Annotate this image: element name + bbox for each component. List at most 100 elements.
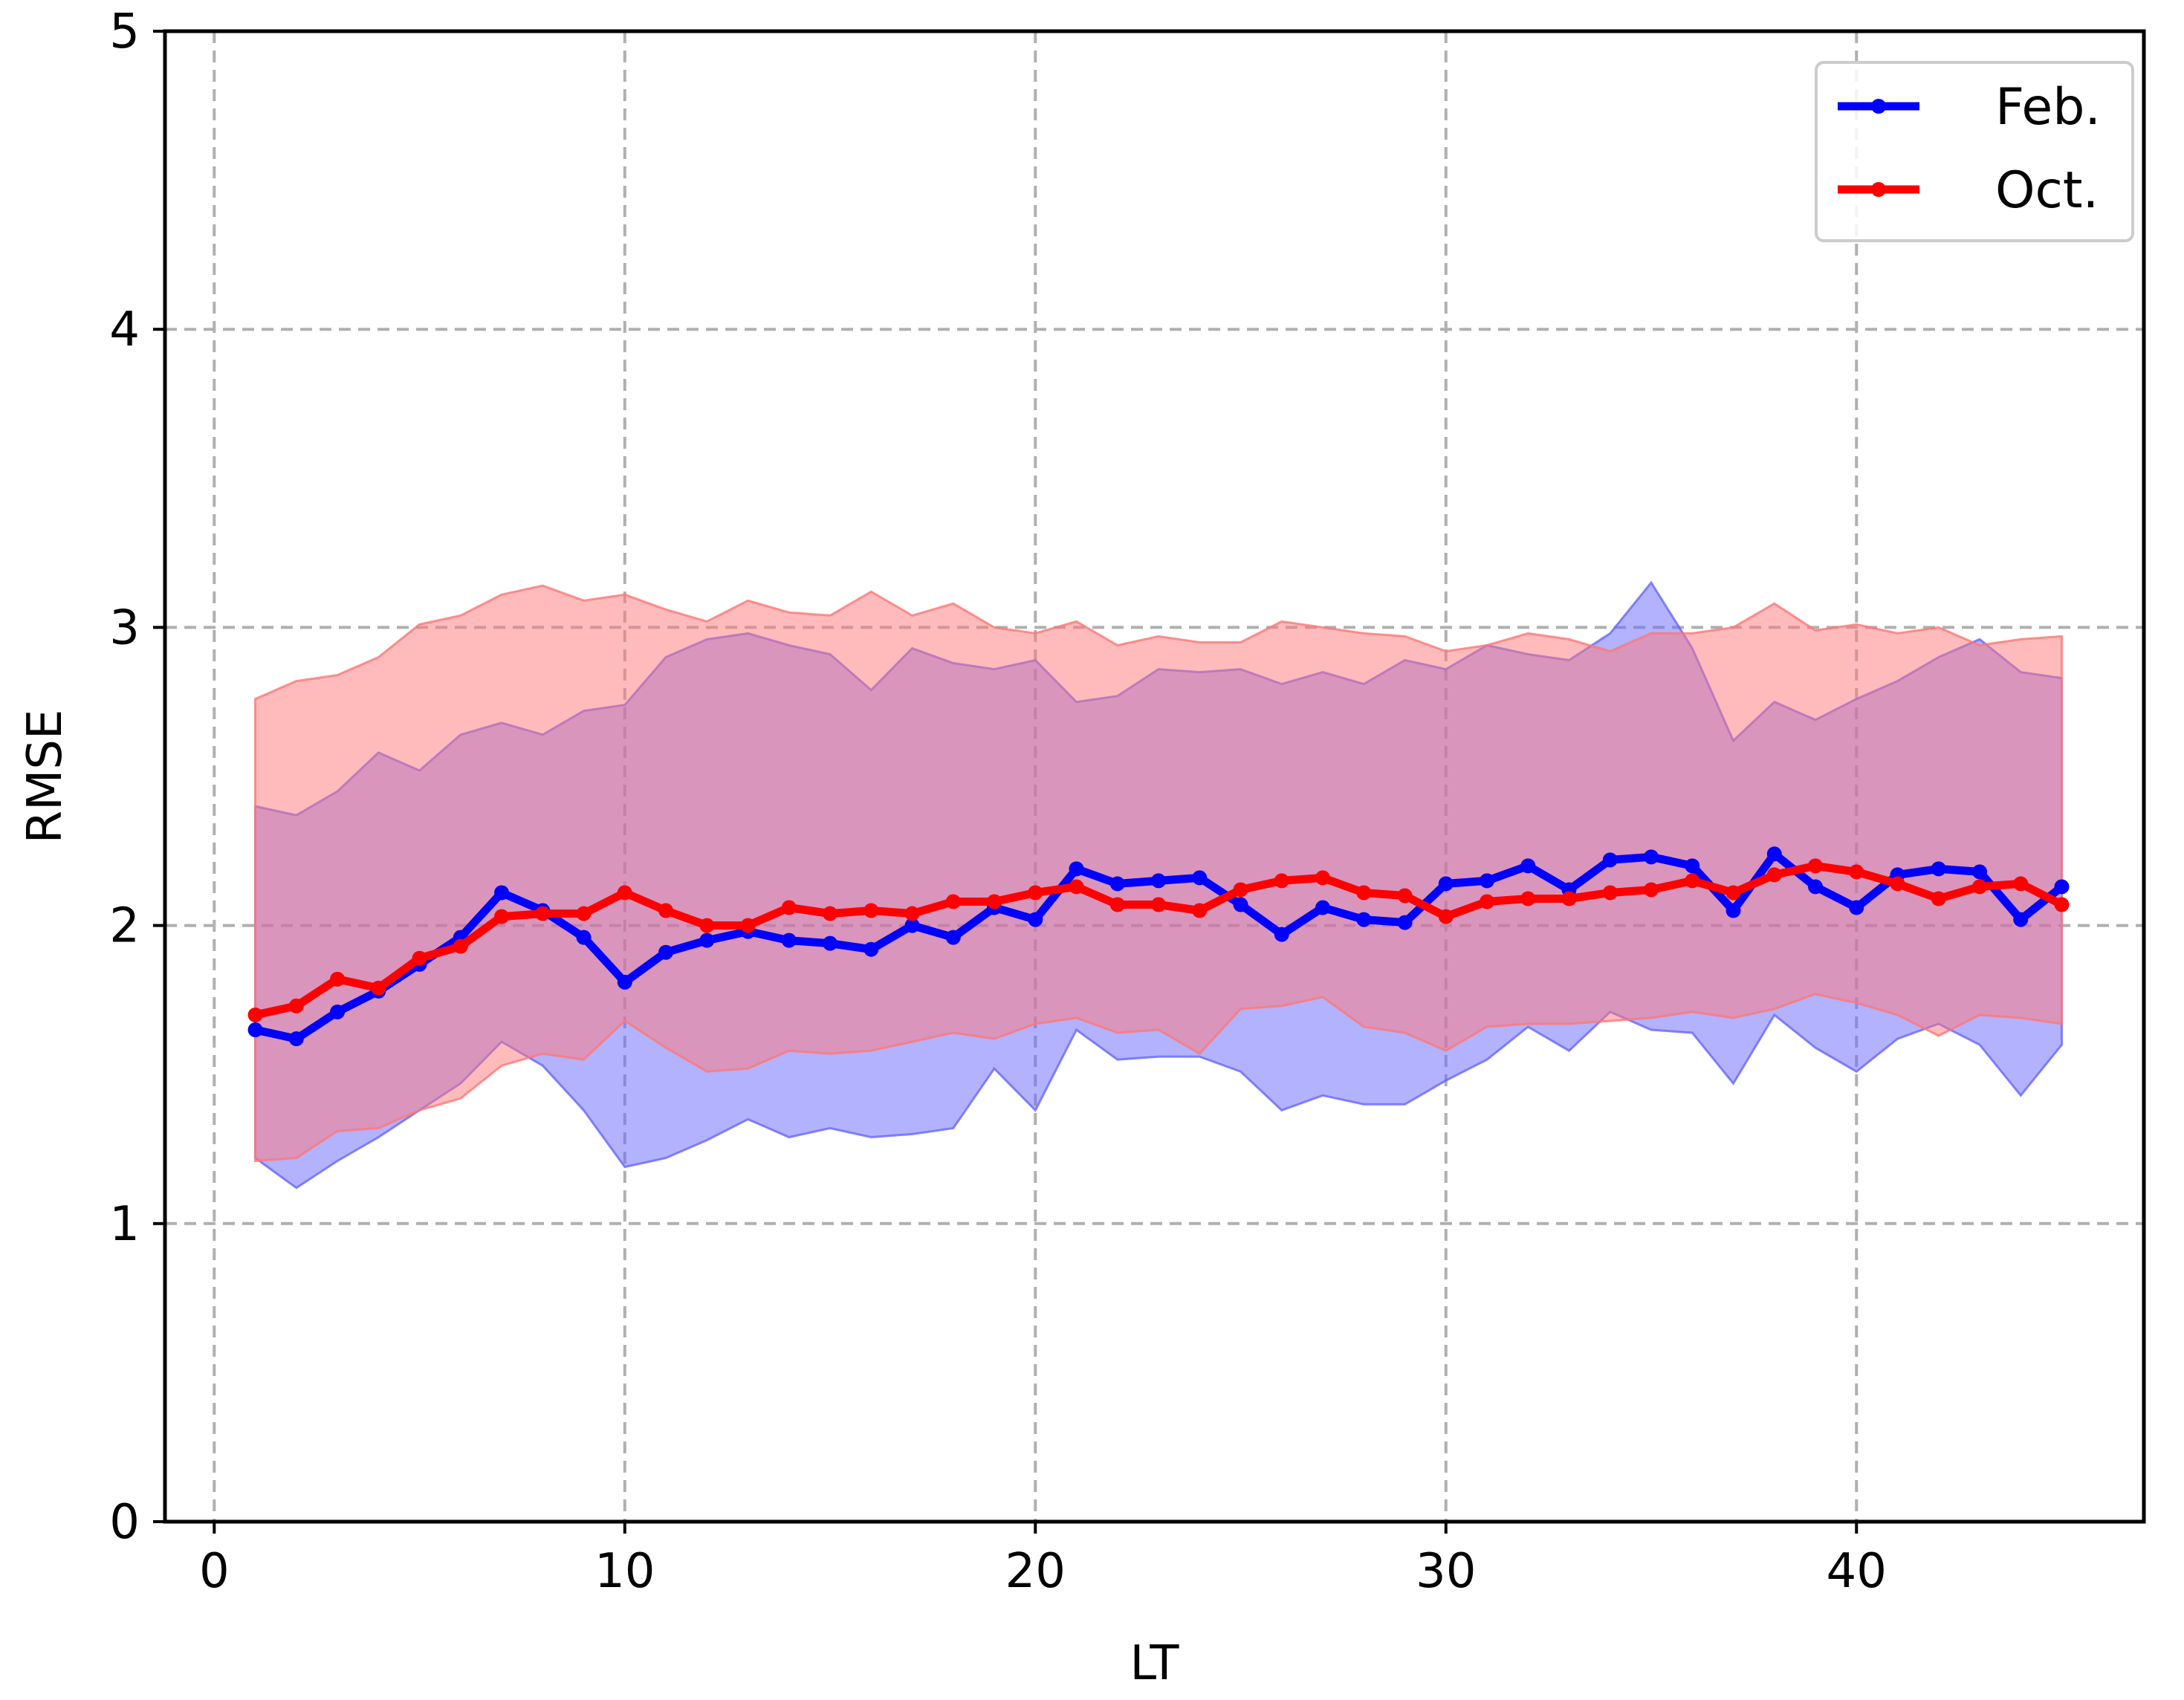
data-point-oct xyxy=(1480,894,1495,909)
data-point-feb xyxy=(1356,912,1372,927)
data-point-oct xyxy=(781,900,797,915)
data-point-feb xyxy=(1192,870,1208,886)
data-point-oct xyxy=(1972,879,1988,895)
plot-frame xyxy=(163,29,2146,1524)
data-point-feb xyxy=(576,930,592,945)
data-point-oct xyxy=(987,894,1002,909)
data-point-oct xyxy=(1233,882,1248,898)
legend-marker-oct xyxy=(1871,182,1886,197)
data-point-oct xyxy=(2013,876,2029,892)
data-point-feb xyxy=(494,885,510,901)
data-point-oct xyxy=(863,903,879,918)
x-axis-label: LT xyxy=(1130,1636,1180,1691)
data-point-feb xyxy=(1766,846,1782,862)
legend: Feb. Oct. xyxy=(1815,61,2134,242)
legend-label-oct: Oct. xyxy=(1995,161,2099,220)
data-point-oct xyxy=(576,906,592,921)
data-point-oct xyxy=(1315,870,1331,886)
data-point-oct xyxy=(288,998,304,1013)
data-point-oct xyxy=(740,918,756,933)
data-point-feb xyxy=(1274,927,1289,942)
data-point-oct xyxy=(945,894,961,909)
data-point-oct xyxy=(1192,903,1208,918)
axes xyxy=(163,29,2146,1524)
data-point-oct xyxy=(699,918,715,933)
x-tick-label: 20 xyxy=(1005,1544,1066,1599)
data-point-feb xyxy=(1726,903,1741,918)
data-point-feb xyxy=(1931,861,1946,877)
data-point-feb xyxy=(1151,873,1167,889)
data-point-oct xyxy=(412,950,427,966)
data-point-oct xyxy=(1069,879,1084,895)
data-point-feb xyxy=(247,1022,263,1038)
data-point-oct xyxy=(2054,897,2070,912)
data-point-feb xyxy=(863,941,879,957)
data-point-feb xyxy=(1480,873,1495,889)
data-point-oct xyxy=(247,1007,263,1022)
data-point-feb xyxy=(288,1031,304,1047)
data-point-feb xyxy=(1849,900,1864,915)
x-tick-label: 10 xyxy=(594,1544,655,1599)
data-point-oct xyxy=(1931,891,1946,906)
data-point-feb xyxy=(945,930,961,945)
y-tick-label: 1 xyxy=(109,1197,140,1252)
data-point-feb xyxy=(699,932,715,948)
data-point-feb xyxy=(2013,912,2029,927)
x-tick-label: 40 xyxy=(1827,1544,1887,1599)
data-point-oct xyxy=(1520,891,1536,906)
legend-label-feb: Feb. xyxy=(1995,78,2101,137)
data-point-oct xyxy=(904,906,920,921)
y-tick-label: 2 xyxy=(109,899,140,954)
data-point-feb xyxy=(1520,858,1536,874)
y-tick-label: 3 xyxy=(109,600,140,655)
data-point-feb xyxy=(617,974,632,990)
tick-labels: 0 10 20 30 40 0 1 2 3 4 5 xyxy=(109,4,1887,1599)
data-point-oct xyxy=(1561,891,1577,906)
data-point-feb xyxy=(1109,876,1125,892)
data-point-oct xyxy=(1151,897,1167,912)
data-point-oct xyxy=(1890,876,1905,892)
data-point-feb xyxy=(1028,912,1043,927)
data-point-feb xyxy=(1438,876,1454,892)
series-lines xyxy=(247,846,2070,1047)
legend-marker-feb xyxy=(1871,99,1886,114)
data-point-oct xyxy=(494,909,510,924)
data-point-feb xyxy=(1644,849,1659,865)
data-point-feb xyxy=(1315,900,1331,915)
data-point-oct xyxy=(658,903,674,918)
data-point-feb xyxy=(1397,915,1413,930)
y-tick-label: 0 xyxy=(109,1495,140,1550)
data-point-feb xyxy=(904,918,920,933)
data-point-oct xyxy=(823,906,838,921)
data-point-oct xyxy=(1438,909,1454,924)
data-point-oct xyxy=(535,906,551,921)
data-point-feb xyxy=(1808,879,1824,895)
data-point-oct xyxy=(1808,858,1824,874)
data-point-oct xyxy=(330,971,346,987)
data-point-feb xyxy=(1233,897,1248,912)
data-point-feb xyxy=(2054,879,2070,895)
data-point-oct xyxy=(371,980,386,996)
data-point-oct xyxy=(1274,873,1289,889)
data-point-oct xyxy=(1356,885,1372,901)
y-tick-label: 4 xyxy=(109,302,140,357)
data-point-oct xyxy=(1685,873,1700,889)
data-point-oct xyxy=(1028,885,1043,901)
data-point-oct xyxy=(1109,897,1125,912)
data-point-oct xyxy=(1397,888,1413,903)
data-point-feb xyxy=(1972,864,1988,880)
x-tick-label: 30 xyxy=(1416,1544,1476,1599)
data-point-oct xyxy=(1602,885,1618,901)
x-tick-label: 0 xyxy=(199,1544,230,1599)
data-point-feb xyxy=(658,944,674,960)
data-point-oct xyxy=(1644,882,1659,898)
data-point-oct xyxy=(617,885,632,901)
data-point-feb xyxy=(1602,852,1618,868)
data-point-feb xyxy=(330,1004,346,1019)
y-tick-label: 5 xyxy=(109,4,140,59)
data-point-oct xyxy=(453,938,468,954)
data-point-oct xyxy=(1726,885,1741,901)
data-point-feb xyxy=(1685,858,1700,874)
data-point-feb xyxy=(1069,861,1084,877)
